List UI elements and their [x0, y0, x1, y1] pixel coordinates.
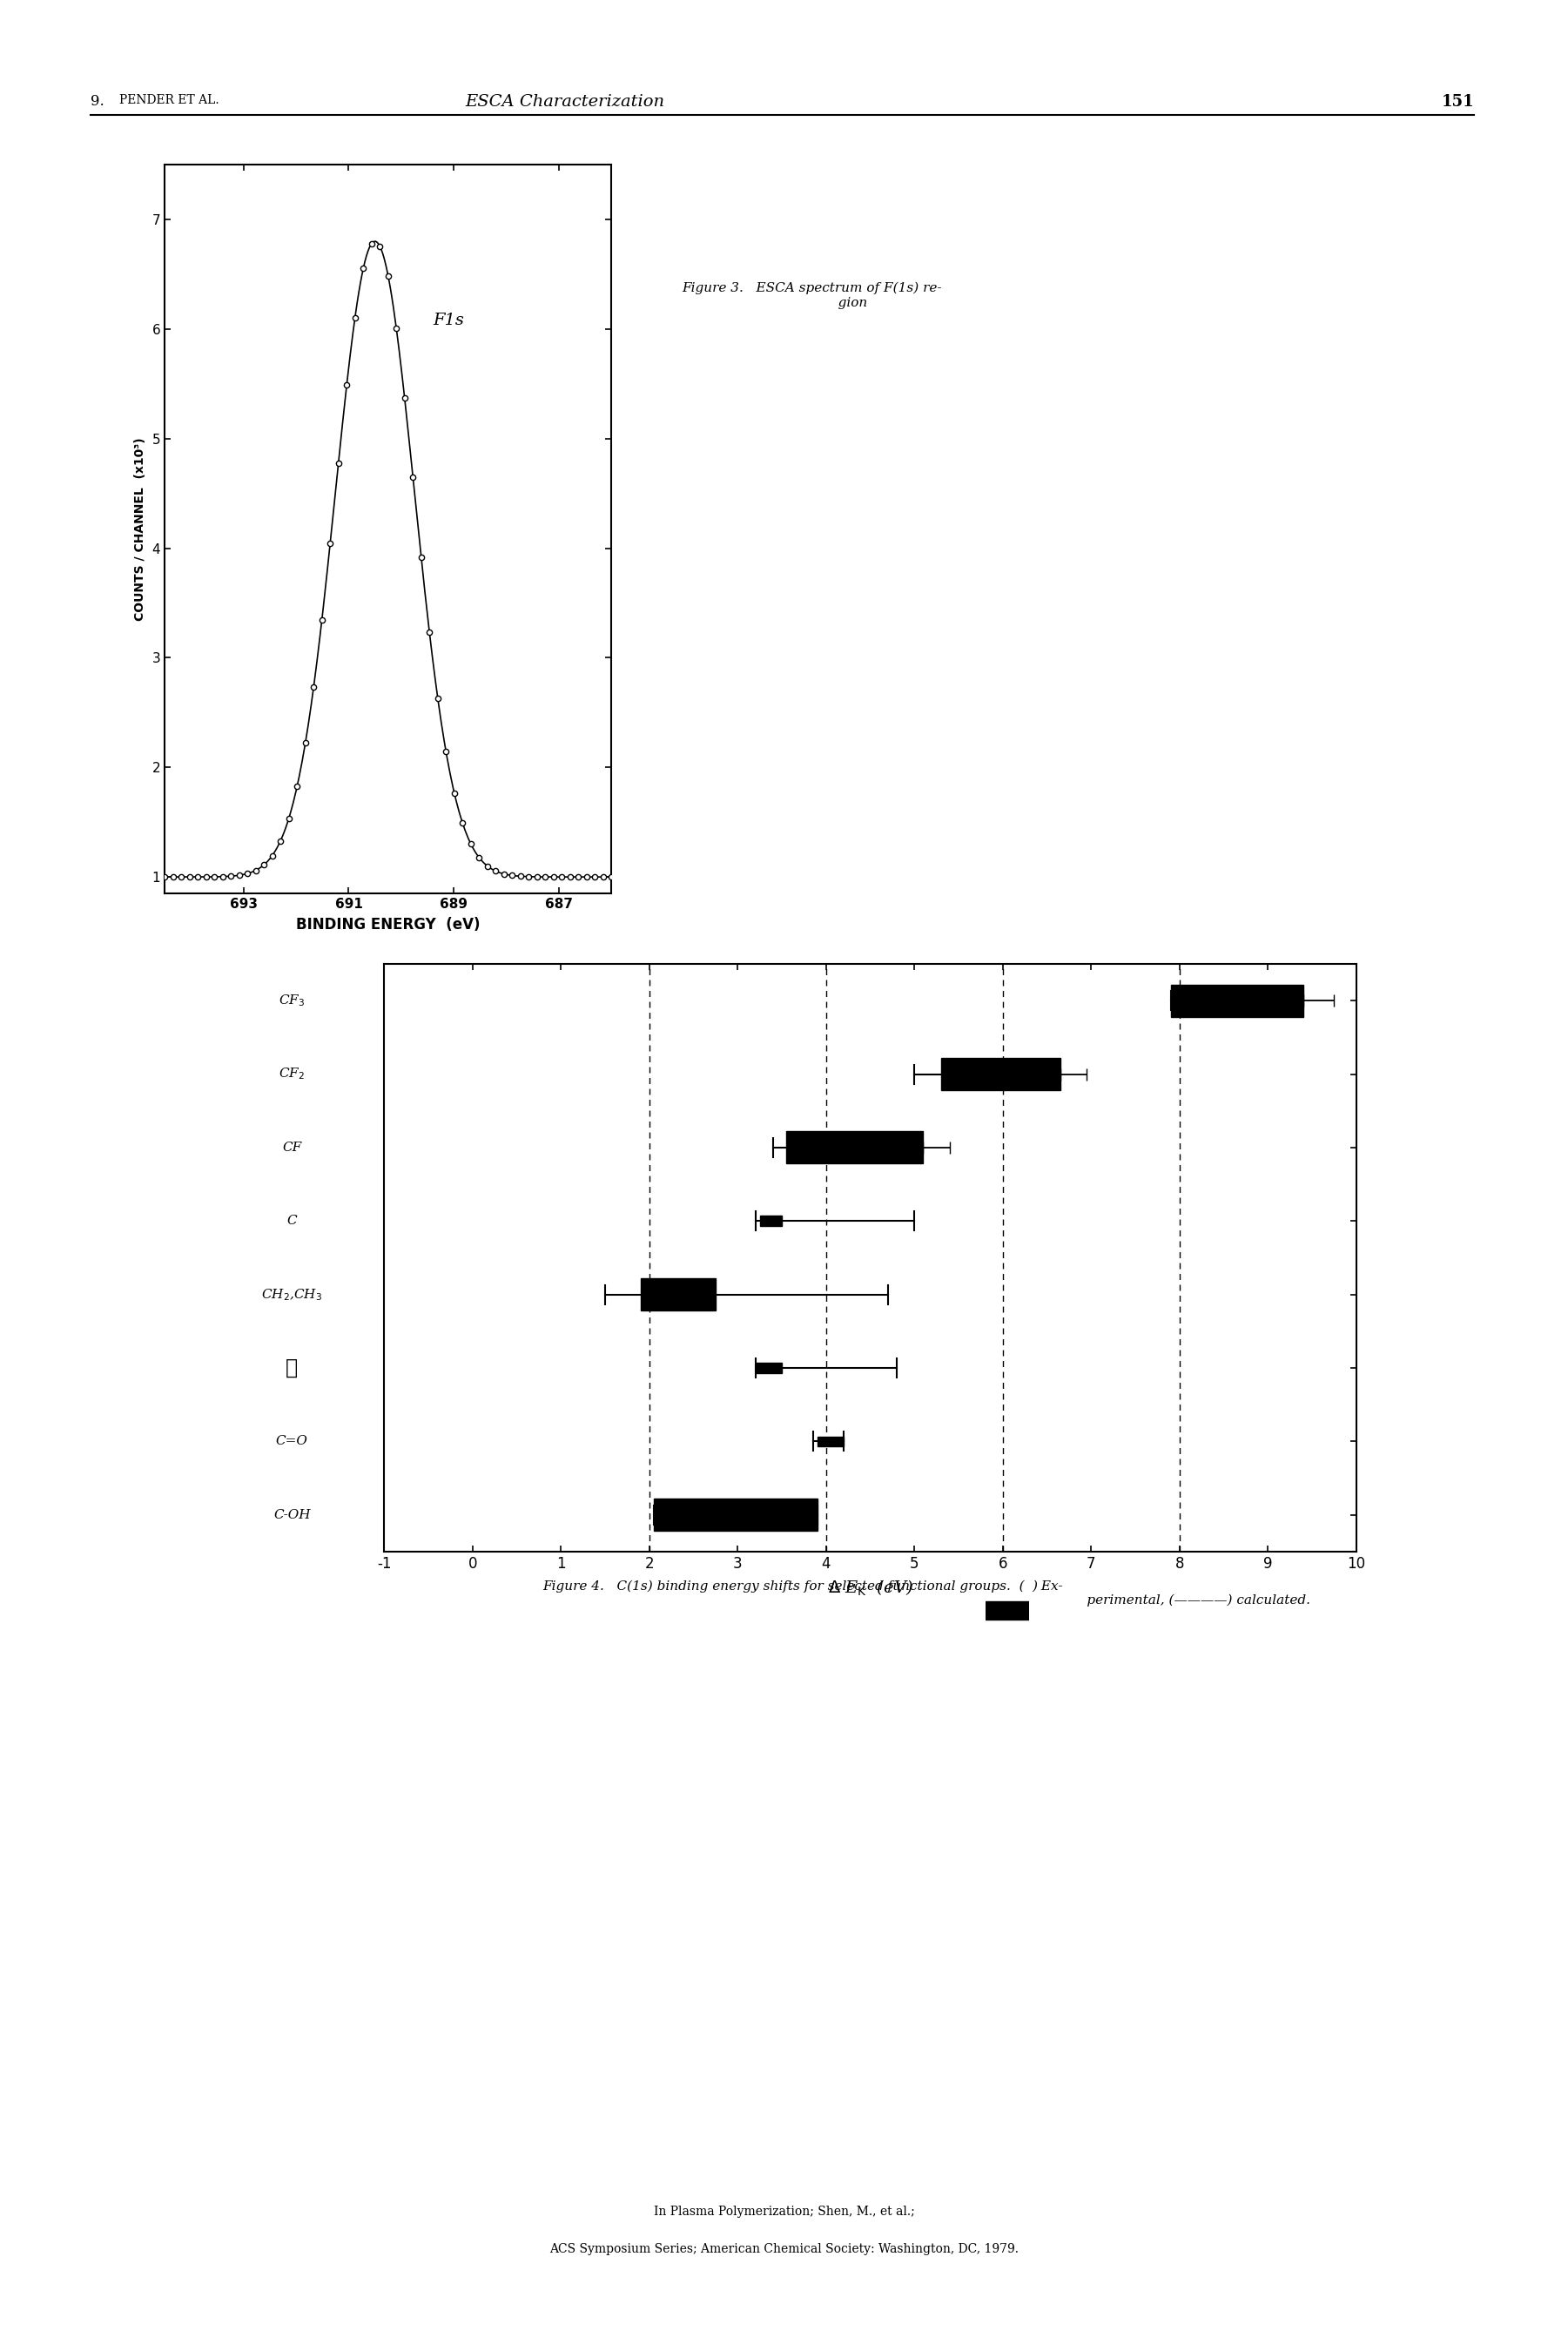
Text: Ⓒ: Ⓒ: [285, 1357, 298, 1378]
X-axis label: BINDING ENERGY  (eV): BINDING ENERGY (eV): [296, 917, 480, 933]
Text: CF$_2$: CF$_2$: [279, 1067, 304, 1081]
Bar: [640, 1279, 715, 1310]
Bar: [1171, 985, 1303, 1016]
Text: C=O: C=O: [276, 1436, 307, 1448]
Text: C: C: [287, 1215, 296, 1227]
Text: In Plasma Polymerization; Shen, M., et al.;: In Plasma Polymerization; Shen, M., et a…: [654, 2205, 914, 2217]
Bar: [760, 1215, 782, 1227]
Text: CF: CF: [282, 1143, 301, 1154]
Text: ACS Symposium Series; American Chemical Society: Washington, DC, 1979.: ACS Symposium Series; American Chemical …: [549, 2243, 1019, 2255]
Text: PENDER ET AL.: PENDER ET AL.: [119, 94, 220, 106]
Text: 9.: 9.: [91, 94, 114, 108]
Text: Figure 3.   ESCA spectrum of F(1s) re-
                   gion: Figure 3. ESCA spectrum of F(1s) re- gio…: [682, 282, 942, 308]
Bar: [654, 1500, 817, 1531]
X-axis label: $\Delta$ E$_{\rm K}$  (eV): $\Delta$ E$_{\rm K}$ (eV): [828, 1580, 913, 1599]
Bar: [756, 1364, 782, 1373]
Bar: [817, 1436, 844, 1446]
Text: ESCA Characterization: ESCA Characterization: [464, 94, 665, 110]
Text: CF$_3$: CF$_3$: [279, 992, 306, 1009]
Text: CH$_2$,CH$_3$: CH$_2$,CH$_3$: [262, 1286, 323, 1302]
Y-axis label: COUNTS / CHANNEL  (x10³): COUNTS / CHANNEL (x10³): [133, 437, 146, 621]
Bar: [941, 1058, 1060, 1091]
Text: Figure 4.   C(1s) binding energy shifts for selected functional groups.  (: Figure 4. C(1s) binding energy shifts fo…: [543, 1580, 1025, 1592]
Text: F1s: F1s: [433, 313, 464, 329]
Bar: [786, 1131, 924, 1164]
Text: C-OH: C-OH: [273, 1509, 310, 1521]
Text: ) Ex-
             perimental, (————) calculated.: ) Ex- perimental, (————) calculated.: [1032, 1580, 1311, 1606]
Text: 151: 151: [1441, 94, 1474, 110]
